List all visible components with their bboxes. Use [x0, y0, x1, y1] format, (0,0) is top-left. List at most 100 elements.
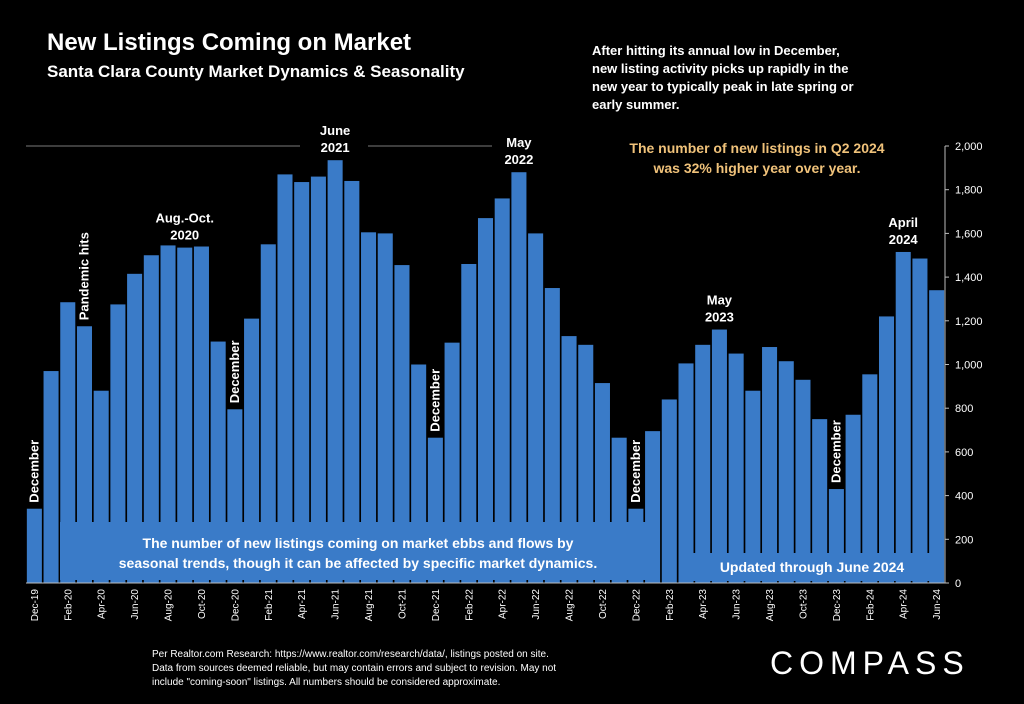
x-tick-label: Oct-23 [799, 589, 810, 619]
x-tick-label: Dec-20 [230, 589, 241, 622]
bar-annotation: May [506, 135, 532, 150]
bar [912, 258, 928, 583]
bar [929, 290, 945, 583]
highlight-note: The number of new listings in Q2 2024 wa… [629, 140, 884, 176]
bar [310, 176, 326, 583]
x-axis: Dec-19 Feb-20 Apr-20 Jun-20 Aug-20 Oct-20 Dec-… [26, 582, 945, 622]
x-tick-label: Oct-21 [398, 589, 409, 619]
bar [695, 344, 711, 583]
bar [244, 318, 260, 583]
x-tick-label: Aug-23 [765, 589, 776, 622]
y-tick-label: 1,200 [955, 316, 983, 328]
x-tick-label: Apr-23 [698, 589, 709, 619]
bar-annotation: 2020 [170, 228, 199, 243]
bar [60, 302, 76, 583]
bar-annotation: Pandemic hits [77, 232, 92, 320]
bar [862, 374, 878, 583]
bar [661, 399, 677, 583]
x-tick-label: Dec-22 [631, 589, 642, 622]
y-tick-label: 0 [955, 578, 961, 590]
bar-annotation: December [427, 369, 442, 432]
bar [461, 263, 477, 583]
bar-annotations: December Pandemic hits Aug.-Oct. 2020 Decemb… [26, 123, 918, 503]
x-tick-label: Jun-20 [130, 589, 141, 620]
x-tick-label: Aug-22 [565, 589, 576, 622]
bar-annotation: December [828, 420, 843, 483]
x-tick-label: Apr-20 [97, 589, 108, 619]
bar-annotation: 2022 [504, 152, 533, 167]
bar [193, 246, 209, 583]
highlight-note-line: The number of new listings in Q2 2024 [629, 140, 884, 156]
bar [260, 244, 276, 583]
bar [879, 316, 895, 583]
bar-annotation: December [628, 440, 643, 503]
x-tick-label: Feb-21 [264, 589, 275, 621]
bar [795, 379, 811, 583]
x-tick-label: Aug-20 [164, 589, 175, 622]
bar [76, 326, 92, 583]
bar-annotation: 2024 [889, 232, 919, 247]
bar [728, 353, 744, 583]
intro-note-line: early summer. [592, 97, 679, 112]
x-tick-label: Jun-23 [732, 589, 743, 620]
x-tick-label: Feb-24 [865, 589, 876, 621]
y-tick-label: 800 [955, 403, 973, 415]
x-tick-label: Jun-21 [331, 589, 342, 620]
bar-annotation: December [227, 340, 242, 403]
updated-note: Updated through June 2024 [720, 559, 905, 575]
x-tick-label: Jun-22 [531, 589, 542, 620]
caption-line: The number of new listings coming on mar… [143, 535, 574, 551]
source-note-line: Data from sources deemed reliable, but m… [152, 663, 556, 674]
highlight-note-line: was 32% higher year over year. [652, 160, 860, 176]
bar [778, 361, 794, 583]
updated-box [680, 553, 944, 581]
x-tick-label: Jun-24 [932, 589, 943, 620]
y-tick-label: 1,400 [955, 272, 983, 284]
bar [377, 233, 393, 583]
x-tick-label: Feb-20 [63, 589, 74, 621]
bar [745, 390, 761, 583]
compass-logo: COMPASS [770, 645, 970, 681]
source-note-line: Per Realtor.com Research: https://www.re… [152, 649, 549, 660]
source-note: Per Realtor.com Research: https://www.re… [152, 649, 556, 688]
y-axis: 0 200 400 600 800 1,000 1,200 1,400 1,600 1,800 2,… [944, 141, 983, 590]
y-tick-label: 400 [955, 491, 973, 503]
intro-note-line: new year to typically peak in late sprin… [592, 79, 854, 94]
bar [110, 304, 126, 583]
bar [544, 288, 560, 583]
x-tick-label: Dec-21 [431, 589, 442, 622]
bar [528, 233, 544, 583]
bar [678, 363, 694, 583]
bar [511, 172, 527, 583]
x-tick-label: Dec-23 [832, 589, 843, 622]
x-tick-label: Oct-20 [197, 589, 208, 619]
y-tick-label: 2,000 [955, 141, 983, 153]
y-tick-label: 600 [955, 447, 973, 459]
y-tick-label: 1,600 [955, 228, 983, 240]
source-note-line: include "coming-soon" listings. All numb… [152, 677, 500, 688]
intro-note: After hitting its annual low in December… [592, 43, 854, 112]
x-tick-label: Oct-22 [598, 589, 609, 619]
y-tick-label: 1,000 [955, 360, 983, 372]
bar [812, 419, 828, 584]
bar-annotation: June [320, 123, 350, 138]
bar-annotation: April [888, 215, 918, 230]
bar [477, 218, 494, 584]
intro-note-line: new listing activity picks up rapidly in… [592, 61, 848, 76]
bar [845, 414, 861, 583]
x-tick-label: Feb-22 [464, 589, 475, 621]
bar [177, 247, 193, 583]
bar [344, 180, 360, 583]
x-tick-label: Apr-21 [297, 589, 308, 619]
bar [327, 160, 343, 583]
bar [895, 251, 911, 583]
bar [762, 347, 778, 583]
chart-subtitle: Santa Clara County Market Dynamics & Sea… [47, 62, 465, 81]
bar [561, 336, 577, 583]
bar [26, 508, 42, 583]
caption-line: seasonal trends, though it can be affect… [119, 555, 597, 571]
bar [277, 174, 293, 583]
bar [711, 329, 727, 583]
x-tick-label: Feb-23 [665, 589, 676, 621]
